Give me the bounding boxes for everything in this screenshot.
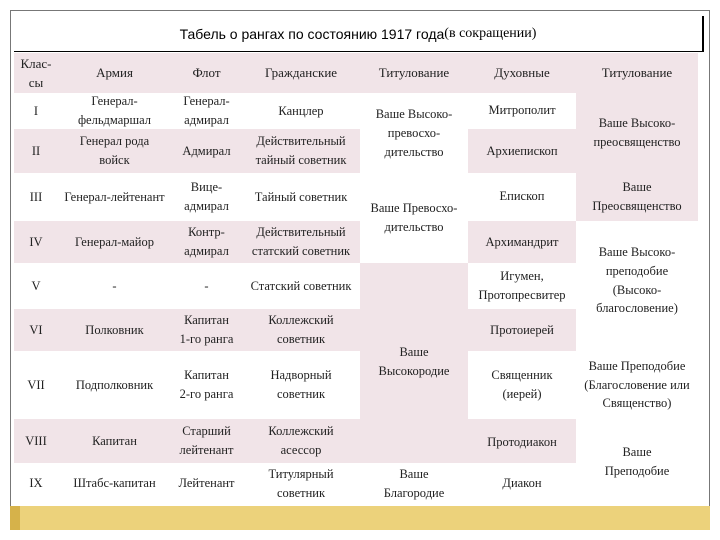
header-titling-clergy: Титулование <box>576 53 698 93</box>
table-title: Табель о рангах по состоянию 1917 года (в… <box>14 16 704 52</box>
titling-clergy-high-reverence: Ваше Высоко- преподобие (Высоко- благосл… <box>576 221 698 351</box>
title-subtitle: (в сокращении) <box>444 25 537 41</box>
row-army: Генерал-майор <box>58 221 171 263</box>
row-fleet: Капитан 1-го ранга <box>171 309 242 351</box>
titling-clergy-eminence: Ваше Преосвященство <box>576 173 698 221</box>
titling-high-excellency: Ваше Высоко- превосхо- дительство <box>360 93 468 173</box>
header-army: Армия <box>58 53 171 93</box>
row-army: Капитан <box>58 419 171 463</box>
row-class-label: II <box>14 129 58 173</box>
row-civil: Коллежский асессор <box>242 419 360 463</box>
row-fleet: Капитан 2-го ранга <box>171 351 242 419</box>
clergy-rank: Протоиерей <box>468 309 576 351</box>
row-civil: Коллежский советник <box>242 309 360 351</box>
row-class-label: IX <box>14 463 58 504</box>
row-class-label: I <box>14 93 58 129</box>
row-fleet: Контр- адмирал <box>171 221 242 263</box>
row-class-label: V <box>14 263 58 309</box>
clergy-rank: Священник (иерей) <box>468 351 576 419</box>
clergy-rank: Диакон <box>468 463 576 504</box>
row-civil: Титулярный советник <box>242 463 360 504</box>
row-civil: Канцлер <box>242 93 360 129</box>
row-fleet: Лейтенант <box>171 463 242 504</box>
header-titling: Титулование <box>360 53 468 93</box>
titling-nobility: Ваше Благородие <box>360 463 468 504</box>
row-civil: Статский советник <box>242 263 360 309</box>
row-class-label: VIII <box>14 419 58 463</box>
clergy-rank: Архиепископ <box>468 129 576 173</box>
row-fleet: Генерал- адмирал <box>171 93 242 129</box>
clergy-rank: Игумен, Протопресвитер <box>468 263 576 309</box>
row-civil: Надворный советник <box>242 351 360 419</box>
row-class-label: VII <box>14 351 58 419</box>
titling-excellency: Ваше Превосхо- дительство <box>360 173 468 263</box>
row-army: Подполковник <box>58 351 171 419</box>
row-army: - <box>58 263 171 309</box>
row-class-label: VI <box>14 309 58 351</box>
row-army: Генерал- фельдмаршал <box>58 93 171 129</box>
header-clergy: Духовные <box>468 53 576 93</box>
row-civil: Действительный статский советник <box>242 221 360 263</box>
clergy-rank: Архимандрит <box>468 221 576 263</box>
row-fleet: Вице- адмирал <box>171 173 242 221</box>
footer-accent <box>10 506 20 530</box>
row-army: Генерал рода войск <box>58 129 171 173</box>
row-civil: Тайный советник <box>242 173 360 221</box>
row-fleet: Адмирал <box>171 129 242 173</box>
row-fleet: Старший лейтенант <box>171 419 242 463</box>
row-class-label: IV <box>14 221 58 263</box>
titling-clergy-reverence-blessing: Ваше Преподобие (Благословение или Свяще… <box>576 351 698 419</box>
clergy-rank: Митрополит <box>468 93 576 129</box>
titling-clergy-high-eminence: Ваше Высоко- преосвященство <box>576 93 698 173</box>
titling-high-nobility: Ваше Высокородие <box>360 263 468 463</box>
titling-clergy-reverence: Ваше Преподобие <box>576 419 698 504</box>
header-civil: Гражданские <box>242 53 360 93</box>
row-army: Полковник <box>58 309 171 351</box>
clergy-rank: Протодиакон <box>468 419 576 463</box>
row-fleet: - <box>171 263 242 309</box>
title-main: Табель о рангах по состоянию 1917 года <box>179 25 445 42</box>
row-army: Генерал-лейтенант <box>58 173 171 221</box>
footer-bar <box>10 506 710 530</box>
row-army: Штабс-капитан <box>58 463 171 504</box>
row-class-label: III <box>14 173 58 221</box>
row-civil: Действительный тайный советник <box>242 129 360 173</box>
header-class: Клас- сы <box>14 53 58 93</box>
clergy-rank: Епископ <box>468 173 576 221</box>
header-fleet: Флот <box>171 53 242 93</box>
